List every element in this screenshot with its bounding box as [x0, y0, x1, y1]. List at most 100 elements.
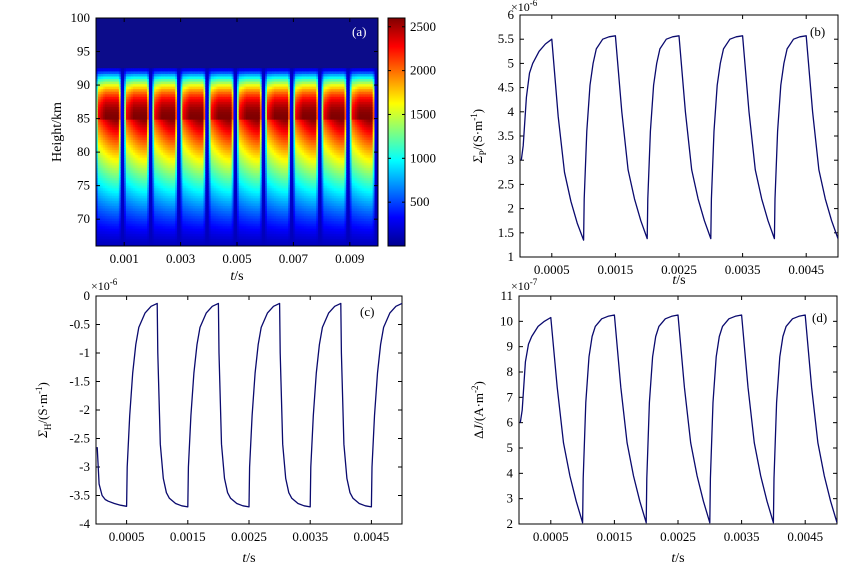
- heatmap-cell: [205, 141, 208, 146]
- heatmap-cell: [99, 88, 102, 92]
- heatmap-cell: [152, 197, 155, 201]
- heatmap-cell: [191, 240, 194, 245]
- heatmap-cell: [194, 108, 198, 113]
- heatmap-cell: [122, 157, 125, 161]
- heatmap-cell: [196, 185, 199, 189]
- heatmap-cell: [199, 210, 203, 214]
- heatmap-cell: [136, 182, 139, 186]
- heatmap-cell: [170, 238, 173, 242]
- heatmap-cell: [148, 240, 152, 245]
- heatmap-cell: [147, 187, 150, 191]
- heatmap-cell: [125, 152, 129, 156]
- heatmap-cell: [97, 228, 101, 232]
- heatmap-cell: [157, 174, 161, 179]
- heatmap-cell: [203, 75, 206, 80]
- heatmap-cell: [150, 182, 153, 186]
- heatmap-cell: [106, 131, 109, 135]
- heatmap-cell: [96, 152, 99, 156]
- heatmap-cell: [178, 141, 182, 146]
- heatmap-cell: [203, 195, 206, 199]
- heatmap-cell: [178, 96, 182, 100]
- heatmap-cell: [184, 154, 187, 158]
- heatmap-cell: [104, 207, 108, 212]
- heatmap-cell: [161, 98, 164, 102]
- heatmap-cell: [97, 225, 101, 229]
- heatmap-cell: [187, 164, 191, 168]
- heatmap-cell: [185, 88, 189, 92]
- heatmap-cell: [127, 174, 131, 179]
- heatmap-cell: [199, 144, 203, 148]
- heatmap-cell: [175, 139, 178, 143]
- heatmap-cell: [180, 210, 183, 214]
- heatmap-cell: [106, 195, 109, 199]
- heatmap-cell: [164, 98, 168, 102]
- heatmap-cell: [192, 96, 196, 100]
- heatmap-cell: [162, 139, 166, 143]
- heatmap-cell: [133, 195, 136, 199]
- heatmap-cell: [207, 167, 210, 171]
- heatmap-cell: [162, 131, 166, 135]
- heatmap-cell: [134, 192, 138, 196]
- heatmap-cell: [205, 93, 208, 97]
- heatmap-cell: [120, 106, 124, 110]
- heatmap-cell: [147, 116, 150, 120]
- heatmap-cell: [184, 215, 187, 219]
- heatmap-cell: [171, 182, 175, 186]
- heatmap-cell: [97, 195, 101, 199]
- heatmap-cell: [157, 86, 161, 90]
- heatmap-cell: [111, 210, 115, 214]
- heatmap-cell: [115, 103, 118, 107]
- heatmap-cell: [106, 113, 109, 118]
- heatmap-cell: [191, 164, 194, 168]
- heatmap-cell: [203, 141, 206, 146]
- heatmap-cell: [134, 98, 138, 102]
- heatmap-cell: [141, 101, 145, 105]
- heatmap-cell: [154, 205, 157, 209]
- heatmap-cell: [155, 220, 159, 224]
- heatmap-cell: [111, 192, 115, 196]
- heatmap-cell: [201, 103, 205, 107]
- heatmap-cell: [145, 91, 148, 95]
- heatmap-cell: [182, 80, 185, 85]
- heatmap-cell: [159, 238, 162, 242]
- heatmap-cell: [191, 78, 194, 82]
- heatmap-cell: [106, 124, 109, 128]
- heatmap-cell: [199, 154, 203, 158]
- heatmap-cell: [127, 230, 131, 234]
- heatmap-cell: [106, 126, 109, 130]
- heatmap-cell: [118, 240, 122, 245]
- heatmap-cell: [170, 190, 173, 194]
- heatmap-cell: [161, 187, 164, 191]
- heatmap-cell: [189, 213, 192, 217]
- heatmap-cell: [145, 75, 148, 80]
- heatmap-cell: [157, 192, 161, 196]
- heatmap-cell: [208, 91, 212, 95]
- heatmap-cell: [104, 149, 108, 153]
- heatmap-cell: [129, 218, 132, 222]
- heatmap-cell: [125, 68, 129, 72]
- heatmap-cell: [157, 230, 161, 234]
- heatmap-cell: [113, 108, 116, 113]
- heatmap-cell: [161, 215, 164, 219]
- heatmap-cell: [175, 202, 178, 206]
- heatmap-cell: [97, 134, 101, 138]
- heatmap-cell: [125, 228, 129, 232]
- heatmap-cell: [127, 182, 131, 186]
- heatmap-cell: [131, 154, 134, 158]
- heatmap-cell: [155, 113, 159, 118]
- heatmap-cell: [205, 169, 208, 173]
- heatmap-cell: [187, 152, 191, 156]
- heatmap-cell: [117, 78, 120, 82]
- heatmap-cell: [111, 228, 115, 232]
- heatmap-cell: [141, 119, 145, 123]
- heatmap-cell: [150, 205, 153, 209]
- heatmap-cell: [143, 86, 146, 90]
- heatmap-cell: [131, 146, 134, 151]
- heatmap-cell: [194, 83, 198, 87]
- heatmap-cell: [199, 240, 203, 245]
- heatmap-cell: [120, 116, 124, 120]
- heatmap-cell: [203, 218, 206, 222]
- heatmap-cell: [120, 101, 124, 105]
- heatmap-cell: [99, 111, 102, 115]
- heatmap-cell: [96, 124, 99, 128]
